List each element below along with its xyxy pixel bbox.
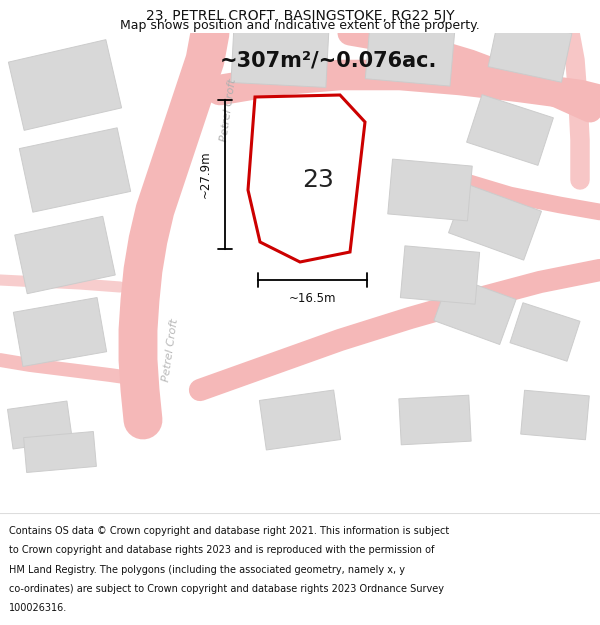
Text: ~307m²/~0.076ac.: ~307m²/~0.076ac. bbox=[220, 50, 437, 70]
Text: 23, PETREL CROFT, BASINGSTOKE, RG22 5JY: 23, PETREL CROFT, BASINGSTOKE, RG22 5JY bbox=[146, 9, 454, 23]
Text: HM Land Registry. The polygons (including the associated geometry, namely x, y: HM Land Registry. The polygons (includin… bbox=[9, 564, 405, 574]
Polygon shape bbox=[23, 431, 97, 472]
Polygon shape bbox=[400, 246, 479, 304]
Text: ~27.9m: ~27.9m bbox=[199, 151, 212, 198]
Text: Petrel Croft: Petrel Croft bbox=[218, 78, 238, 142]
Polygon shape bbox=[399, 395, 471, 445]
Polygon shape bbox=[467, 94, 553, 166]
Text: Contains OS data © Crown copyright and database right 2021. This information is : Contains OS data © Crown copyright and d… bbox=[9, 526, 449, 536]
Polygon shape bbox=[13, 298, 107, 366]
Text: Map shows position and indicative extent of the property.: Map shows position and indicative extent… bbox=[120, 19, 480, 32]
Polygon shape bbox=[488, 18, 572, 82]
Polygon shape bbox=[510, 302, 580, 361]
Polygon shape bbox=[8, 401, 73, 449]
Polygon shape bbox=[449, 184, 541, 260]
Polygon shape bbox=[259, 390, 341, 450]
Text: 23: 23 bbox=[302, 168, 334, 192]
Polygon shape bbox=[434, 276, 516, 344]
Text: co-ordinates) are subject to Crown copyright and database rights 2023 Ordnance S: co-ordinates) are subject to Crown copyr… bbox=[9, 584, 444, 594]
Polygon shape bbox=[388, 159, 472, 221]
Text: ~16.5m: ~16.5m bbox=[289, 291, 336, 304]
Polygon shape bbox=[15, 216, 115, 294]
Polygon shape bbox=[284, 141, 356, 199]
Polygon shape bbox=[365, 24, 455, 86]
Polygon shape bbox=[8, 39, 122, 131]
Text: 100026316.: 100026316. bbox=[9, 602, 67, 612]
Polygon shape bbox=[231, 22, 329, 88]
Text: to Crown copyright and database rights 2023 and is reproduced with the permissio: to Crown copyright and database rights 2… bbox=[9, 546, 434, 556]
Text: Petrel Croft: Petrel Croft bbox=[161, 318, 179, 382]
Polygon shape bbox=[521, 390, 589, 440]
Polygon shape bbox=[19, 128, 131, 212]
Polygon shape bbox=[248, 95, 365, 262]
